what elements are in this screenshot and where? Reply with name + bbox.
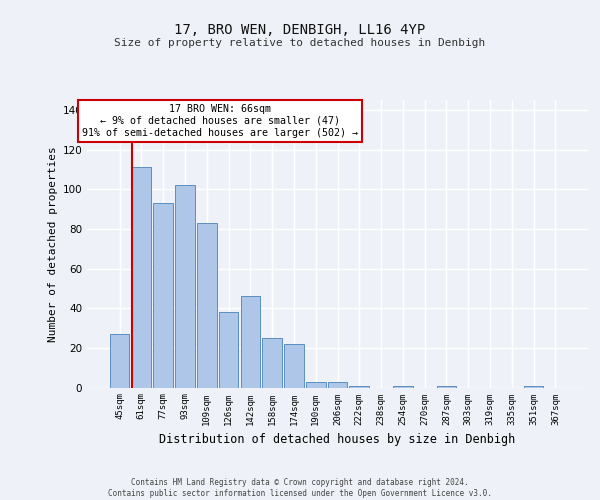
Bar [393,386,413,388]
Bar [306,382,326,388]
Text: Contains HM Land Registry data © Crown copyright and database right 2024.
Contai: Contains HM Land Registry data © Crown c… [108,478,492,498]
Bar [349,386,369,388]
Y-axis label: Number of detached properties: Number of detached properties [48,146,58,342]
Bar [219,312,238,388]
Bar [437,386,456,388]
Bar [524,386,544,388]
X-axis label: Distribution of detached houses by size in Denbigh: Distribution of detached houses by size … [160,433,515,446]
Bar [284,344,304,388]
Bar [241,296,260,388]
Bar [197,223,217,388]
Bar [328,382,347,388]
Text: Size of property relative to detached houses in Denbigh: Size of property relative to detached ho… [115,38,485,48]
Text: 17 BRO WEN: 66sqm
← 9% of detached houses are smaller (47)
91% of semi-detached : 17 BRO WEN: 66sqm ← 9% of detached house… [82,104,358,138]
Bar [175,186,195,388]
Bar [110,334,130,388]
Text: 17, BRO WEN, DENBIGH, LL16 4YP: 17, BRO WEN, DENBIGH, LL16 4YP [175,22,425,36]
Bar [154,203,173,388]
Bar [131,168,151,388]
Bar [262,338,282,388]
